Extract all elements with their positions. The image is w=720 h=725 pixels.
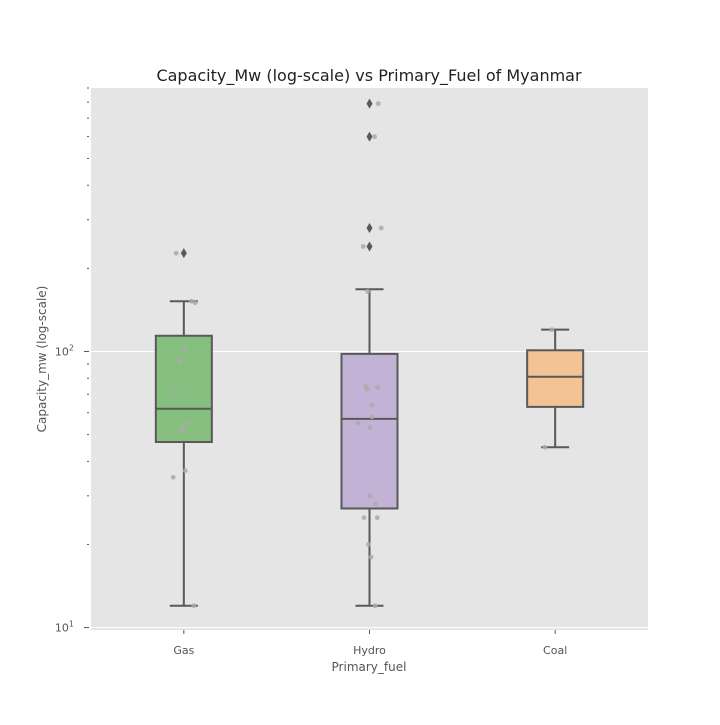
data-point (368, 554, 374, 560)
data-point (173, 391, 179, 397)
y-tick-label: 102 (55, 343, 74, 358)
data-point (360, 244, 366, 249)
data-point (372, 134, 377, 140)
y-tick-label-exponent: 2 (69, 343, 74, 352)
data-point (374, 515, 380, 521)
data-point (178, 429, 184, 435)
data-point (373, 501, 378, 507)
data-point (184, 420, 190, 426)
y-tick-label-exponent: 1 (69, 620, 74, 629)
box-gas (154, 334, 213, 444)
data-point (369, 402, 375, 408)
data-point (378, 225, 384, 231)
outlier-marker (366, 98, 373, 109)
data-point (366, 542, 371, 547)
data-point (355, 420, 361, 426)
data-point (367, 425, 373, 431)
data-point (182, 345, 188, 351)
data-point (189, 298, 194, 304)
outlier-marker (366, 241, 373, 252)
data-point (363, 383, 369, 389)
outlier-marker (366, 223, 373, 234)
point-layer (170, 101, 555, 609)
data-point (180, 425, 186, 431)
data-point (173, 250, 179, 256)
box-coal (526, 349, 585, 408)
outlier-marker (180, 248, 187, 259)
box-hydro (340, 352, 399, 510)
x-tick-label: Hydro (353, 644, 386, 657)
data-point (375, 385, 381, 390)
y-tick-label-base: 10 (55, 622, 69, 635)
x-axis-label: Primary_fuel (332, 660, 407, 674)
chart-title: Capacity_Mw (log-scale) vs Primary_Fuel … (156, 66, 582, 86)
data-point (177, 359, 183, 364)
data-point (367, 493, 373, 499)
outlier-marker (366, 131, 373, 142)
data-point (170, 474, 176, 480)
tick-layer (84, 87, 556, 634)
box-layer (154, 98, 585, 607)
data-point (375, 101, 381, 107)
x-tick-label: Gas (173, 644, 194, 657)
data-point (372, 603, 378, 609)
data-point (182, 468, 188, 474)
data-point (365, 289, 371, 294)
data-point (549, 327, 555, 333)
data-point (191, 603, 197, 609)
y-tick-label-base: 10 (55, 345, 69, 358)
x-tick-label: Coal (543, 644, 567, 657)
data-point (361, 515, 367, 521)
data-point (369, 414, 375, 420)
data-point (542, 444, 548, 450)
y-axis-label: Capacity_mw (log-scale) (35, 286, 49, 433)
y-tick-label: 101 (55, 620, 74, 635)
data-point (192, 300, 198, 306)
